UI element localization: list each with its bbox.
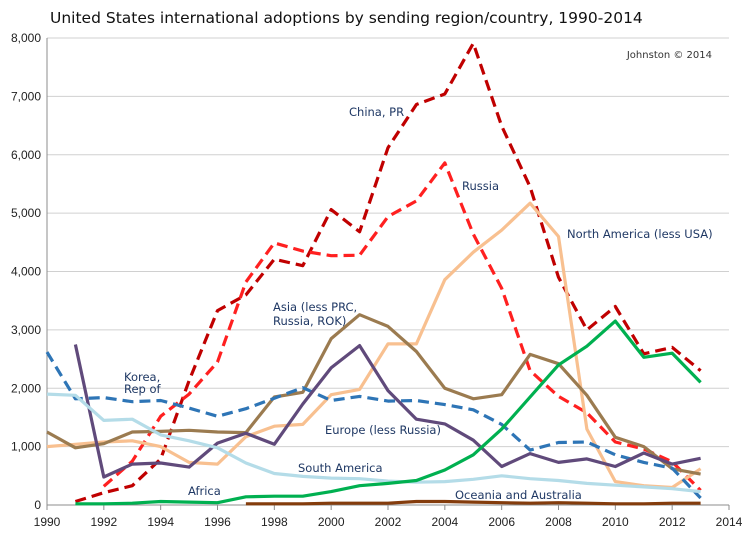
chart-credit: Johnston © 2014	[626, 50, 712, 61]
y-tick-label: 1,000	[11, 440, 41, 454]
y-tick-label: 3,000	[11, 323, 41, 337]
x-tick-label: 1996	[204, 515, 231, 529]
x-axis: 1990 1992 1994 1996 1998 2000 2002 2004 2006 2008…	[34, 505, 743, 529]
x-tick-label: 2010	[602, 515, 629, 529]
series-labels: China, PR Russia North America (less USA…	[124, 105, 713, 502]
series-line-africa	[75, 319, 702, 506]
x-tick-label: 1994	[147, 515, 174, 529]
y-tick-label: 8,000	[11, 31, 41, 45]
label-south-america: South America	[298, 461, 383, 475]
series-lines	[45, 41, 702, 506]
label-north-america: North America (less USA)	[567, 227, 713, 241]
y-axis: 0 1,000 2,000 3,000 4,000 5,000 6,000 7,000 8,00…	[11, 31, 41, 512]
series-line-korea-rep-of	[45, 351, 702, 500]
y-tick-label: 4,000	[11, 265, 41, 279]
chart-title: United States international adoptions by…	[50, 9, 643, 27]
series-line-europe-less-russia	[73, 344, 701, 479]
x-tick-label: 2012	[659, 515, 686, 529]
series-line-russia	[102, 161, 702, 492]
label-korea-line1: Korea,	[124, 370, 160, 384]
label-africa: Africa	[188, 484, 221, 498]
x-tick-label: 1990	[34, 515, 61, 529]
y-tick-label: 2,000	[11, 381, 41, 395]
y-tick-label: 0	[34, 498, 41, 512]
x-tick-label: 2002	[375, 515, 402, 529]
y-tick-label: 7,000	[11, 89, 41, 103]
x-tick-label: 2004	[431, 515, 458, 529]
label-korea-line2: Rep of	[124, 382, 162, 396]
label-russia: Russia	[462, 179, 499, 193]
label-oceania: Oceania and Australia	[455, 488, 582, 502]
x-tick-label: 1992	[90, 515, 117, 529]
x-tick-label: 2008	[545, 515, 572, 529]
label-asia-line2: Russia, ROK)	[273, 314, 346, 328]
y-tick-label: 5,000	[11, 206, 41, 220]
label-europe: Europe (less Russia)	[325, 423, 441, 437]
x-tick-label: 2014	[716, 515, 743, 529]
label-china: China, PR	[349, 105, 404, 119]
x-tick-label: 2000	[318, 515, 345, 529]
series-line-south-america	[46, 392, 701, 494]
x-tick-label: 1998	[261, 515, 288, 529]
x-tick-label: 2006	[488, 515, 515, 529]
label-asia-line1: Asia (less PRC,	[273, 300, 357, 314]
y-tick-label: 6,000	[11, 148, 41, 162]
series-line-oceania-and-australia	[245, 499, 701, 506]
